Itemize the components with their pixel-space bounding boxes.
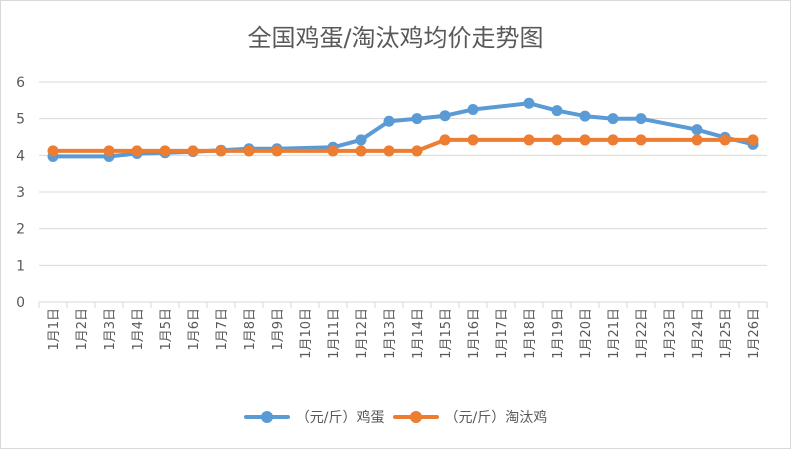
x-tick-label: 1月23日	[663, 308, 678, 359]
data-point-0	[523, 97, 535, 109]
x-tick-label: 1月21日	[607, 308, 622, 359]
x-axis-ticks: 1月1日 1月2日 1月3日 1月4日 1月5日 1月6日 1月7日 1月8日 1月9日 1月10…	[47, 308, 762, 359]
y-tick-label: 0	[16, 295, 25, 311]
y-tick-label: 2	[16, 222, 25, 238]
x-tick-label: 1月13日	[383, 308, 398, 359]
x-tick-label: 1月3日	[103, 308, 118, 351]
legend-swatch-egg	[243, 411, 290, 423]
data-point-1	[187, 145, 199, 157]
data-point-1	[635, 134, 647, 146]
x-tick-label: 1月15日	[439, 308, 454, 359]
data-point-0	[355, 134, 367, 146]
x-tick-label: 1月14日	[411, 308, 426, 359]
data-point-0	[411, 113, 423, 125]
x-tick-label: 1月8日	[243, 308, 258, 351]
x-tick-label: 1月1日	[47, 308, 62, 351]
data-point-1	[523, 134, 535, 146]
data-point-1	[747, 134, 759, 146]
x-tick-label: 1月6日	[187, 308, 202, 351]
data-point-1	[383, 145, 395, 157]
x-tick-label: 1月10日	[299, 308, 314, 359]
data-point-1	[271, 145, 283, 157]
x-tick-label: 1月24日	[691, 308, 706, 359]
x-tick-label: 1月18日	[523, 308, 538, 359]
legend-swatch-hen	[392, 411, 439, 423]
data-point-1	[355, 145, 367, 157]
y-tick-label: 5	[16, 112, 25, 128]
legend-label-hen: （元/斤）淘汰鸡	[444, 410, 548, 426]
x-tick-label: 1月12日	[355, 308, 370, 359]
data-point-1	[243, 145, 255, 157]
legend-marker-hen	[409, 411, 422, 423]
legend-label-egg: （元/斤）鸡蛋	[295, 410, 385, 426]
data-point-0	[551, 105, 563, 117]
gridlines	[38, 81, 768, 308]
data-point-0	[439, 110, 451, 122]
data-point-0	[635, 113, 647, 125]
data-point-1	[327, 145, 339, 157]
series-line-0	[51, 101, 755, 159]
data-point-1	[607, 134, 619, 146]
data-point-1	[579, 134, 591, 146]
legend: （元/斤）鸡蛋 （元/斤）淘汰鸡	[1, 407, 790, 427]
data-point-1	[719, 134, 731, 146]
x-tick-label: 1月26日	[747, 308, 762, 359]
x-tick-label: 1月17日	[495, 308, 510, 359]
x-tick-label: 1月20日	[579, 308, 594, 359]
y-tick-label: 3	[16, 185, 25, 201]
y-tick-label: 4	[16, 148, 25, 164]
x-tick-label: 1月22日	[635, 308, 650, 359]
chart-title: 全国鸡蛋/淘汰鸡均价走势图	[247, 24, 544, 52]
data-point-1	[215, 145, 227, 157]
legend-item-hen: （元/斤）淘汰鸡	[392, 407, 548, 427]
data-point-1	[131, 145, 143, 157]
y-axis-ticks: 0 1 2 3 4 5 6	[16, 75, 25, 311]
x-tick-label: 1月2日	[75, 308, 90, 351]
legend-item-egg: （元/斤）鸡蛋	[243, 407, 385, 427]
data-point-0	[383, 115, 395, 127]
data-point-0	[607, 113, 619, 125]
data-point-1	[691, 134, 703, 146]
legend-marker-egg	[260, 411, 273, 423]
x-tick-label: 1月9日	[271, 308, 286, 351]
data-point-0	[467, 104, 479, 115]
x-tick-label: 1月7日	[215, 308, 230, 351]
x-tick-label: 1月4日	[131, 308, 146, 351]
data-point-1	[159, 145, 171, 157]
series-line-1	[51, 137, 755, 153]
data-point-1	[439, 134, 451, 146]
x-tick-label: 1月19日	[551, 308, 566, 359]
series-layer	[47, 97, 759, 162]
x-tick-label: 1月11日	[327, 308, 342, 359]
y-tick-label: 6	[16, 75, 25, 91]
x-tick-label: 1月5日	[159, 308, 174, 351]
data-point-0	[691, 124, 703, 136]
data-point-1	[47, 145, 59, 157]
data-point-1	[411, 145, 423, 157]
y-tick-label: 1	[16, 258, 25, 274]
data-point-1	[103, 145, 115, 157]
x-tick-label: 1月25日	[719, 308, 734, 359]
x-tick-label: 1月16日	[467, 308, 482, 359]
data-point-0	[579, 110, 591, 122]
data-point-1	[467, 134, 479, 146]
data-point-1	[551, 134, 563, 146]
